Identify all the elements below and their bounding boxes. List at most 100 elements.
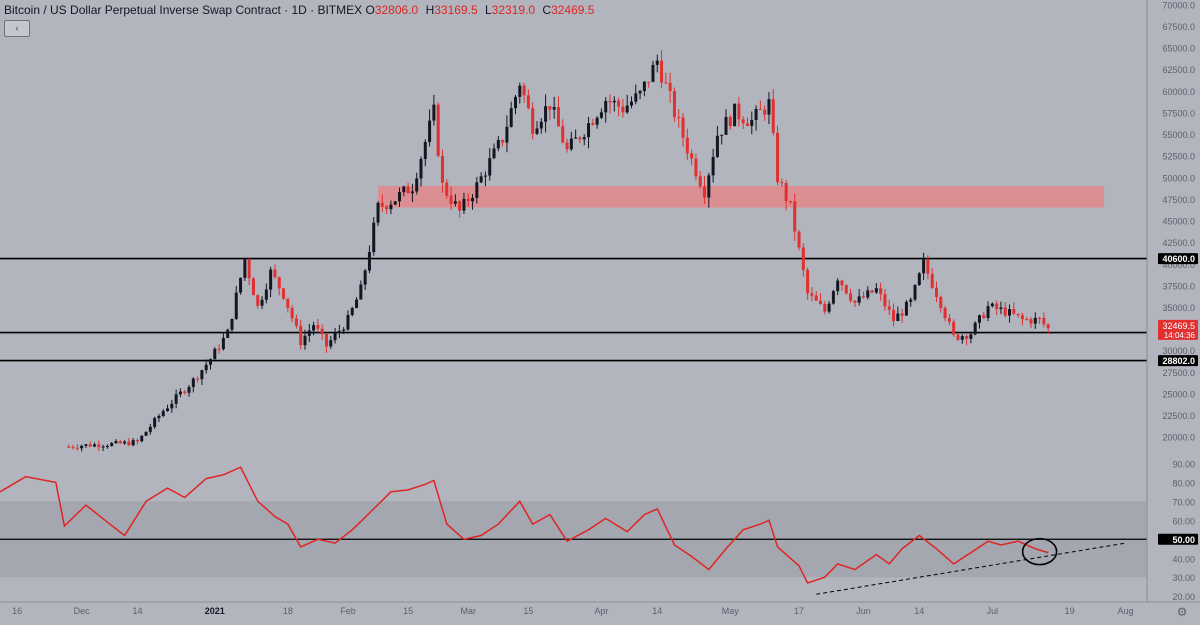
candle-body — [754, 108, 758, 120]
open-label: O — [365, 3, 375, 17]
candle-body — [458, 201, 462, 211]
candle-body — [660, 60, 664, 83]
candle-body — [698, 176, 702, 187]
candle-body — [827, 303, 831, 312]
candle-body — [440, 155, 444, 183]
time-tick-label: Feb — [340, 606, 356, 616]
candle-body — [900, 313, 904, 316]
candle-body — [183, 391, 187, 393]
candle-body — [174, 394, 178, 404]
price-tick-label: 60000.0 — [1162, 87, 1195, 97]
rsi-tick-label: 70.00 — [1172, 497, 1195, 507]
candle-body — [303, 335, 307, 346]
candle-body — [256, 295, 260, 306]
candle-body — [810, 293, 814, 296]
candle-body — [814, 295, 818, 301]
candle-body — [372, 222, 376, 252]
price-tick-label: 37500.0 — [1162, 281, 1195, 291]
candle-body — [449, 195, 453, 204]
candle-body — [299, 325, 303, 346]
candle-body — [780, 182, 784, 184]
candles-group — [67, 50, 1050, 452]
candle-body — [342, 329, 346, 331]
candle-body — [995, 303, 999, 310]
candle-body — [990, 303, 994, 307]
candle-body — [664, 82, 668, 84]
time-tick-label: 15 — [403, 606, 413, 616]
candle-body — [771, 99, 775, 133]
candle-body — [1003, 307, 1007, 316]
candle-body — [934, 287, 939, 297]
candle-body — [264, 289, 268, 300]
candle-body — [887, 306, 891, 310]
candle-body — [367, 251, 371, 271]
candle-body — [1025, 319, 1029, 321]
candle-body — [187, 387, 191, 393]
price-tick-label: 55000.0 — [1162, 130, 1195, 140]
high-label: H — [425, 3, 435, 17]
candle-body — [84, 444, 88, 446]
candle-body — [617, 100, 621, 107]
close-value: 32469.5 — [551, 3, 595, 17]
tags-group: 40600.032044.528802.032469.514:04:3650.0… — [1158, 253, 1198, 545]
low-label: L — [484, 3, 492, 17]
last-price-tag-bg — [1158, 319, 1198, 340]
rsi-level-tag: 50.00 — [1172, 535, 1195, 545]
candle-body — [492, 148, 496, 159]
candle-body — [857, 296, 861, 303]
price-tick-label: 57500.0 — [1162, 108, 1195, 118]
candle-body — [1016, 313, 1020, 316]
candle-body — [398, 192, 402, 202]
price-tick-label: 42500.0 — [1162, 238, 1195, 248]
candle-body — [509, 108, 513, 127]
candle-body — [320, 328, 324, 335]
candle-body — [922, 259, 926, 274]
price-tick-label: 25000.0 — [1162, 389, 1195, 399]
rsi-tick-label: 30.00 — [1172, 573, 1195, 583]
candle-body — [243, 259, 247, 278]
candle-body — [582, 137, 586, 140]
candle-body — [956, 334, 960, 340]
candle-body — [324, 334, 328, 347]
candle-body — [406, 186, 410, 194]
price-tick-label: 20000.0 — [1162, 433, 1195, 443]
legend-collapse-button[interactable]: ‹ — [4, 20, 30, 37]
zone-group — [378, 185, 1105, 208]
candle-body — [685, 137, 689, 154]
candle-body — [355, 299, 359, 309]
candle-body — [93, 444, 97, 447]
candle-body — [221, 337, 225, 350]
candle-body — [526, 95, 530, 109]
candle-body — [823, 303, 827, 312]
candle-body — [277, 277, 281, 289]
candle-body — [758, 108, 762, 110]
candle-body — [587, 123, 591, 138]
axis-group[interactable]: 70000.0 67500.0 65000.0 62500.0 60000.0 57500… — [12, 0, 1195, 616]
rsi-highlight-circle — [1021, 537, 1058, 566]
candle-body — [939, 296, 943, 309]
candle-body — [831, 291, 835, 304]
candle-body — [363, 270, 367, 285]
candle-body — [514, 96, 518, 109]
candle-body — [776, 132, 780, 183]
rsi-trendline — [816, 542, 1126, 595]
candle-body — [466, 198, 470, 202]
candle-body — [333, 333, 337, 341]
candle-body — [720, 134, 724, 136]
candle-body — [986, 306, 990, 318]
candle-body — [599, 112, 603, 118]
candle-body — [548, 106, 552, 110]
rsi-tick-label: 40.00 — [1172, 554, 1195, 564]
rsi-tick-label: 60.00 — [1172, 516, 1195, 526]
candle-body — [965, 336, 969, 339]
settings-gear-icon[interactable]: ⚙ — [1177, 605, 1188, 619]
candle-body — [118, 440, 122, 444]
price-tick-label: 62500.0 — [1162, 65, 1195, 75]
candle-body — [393, 201, 397, 205]
candle-body — [1046, 324, 1050, 329]
candle-body — [703, 186, 707, 198]
time-tick-label: 14 — [652, 606, 662, 616]
candle-body — [917, 273, 921, 286]
